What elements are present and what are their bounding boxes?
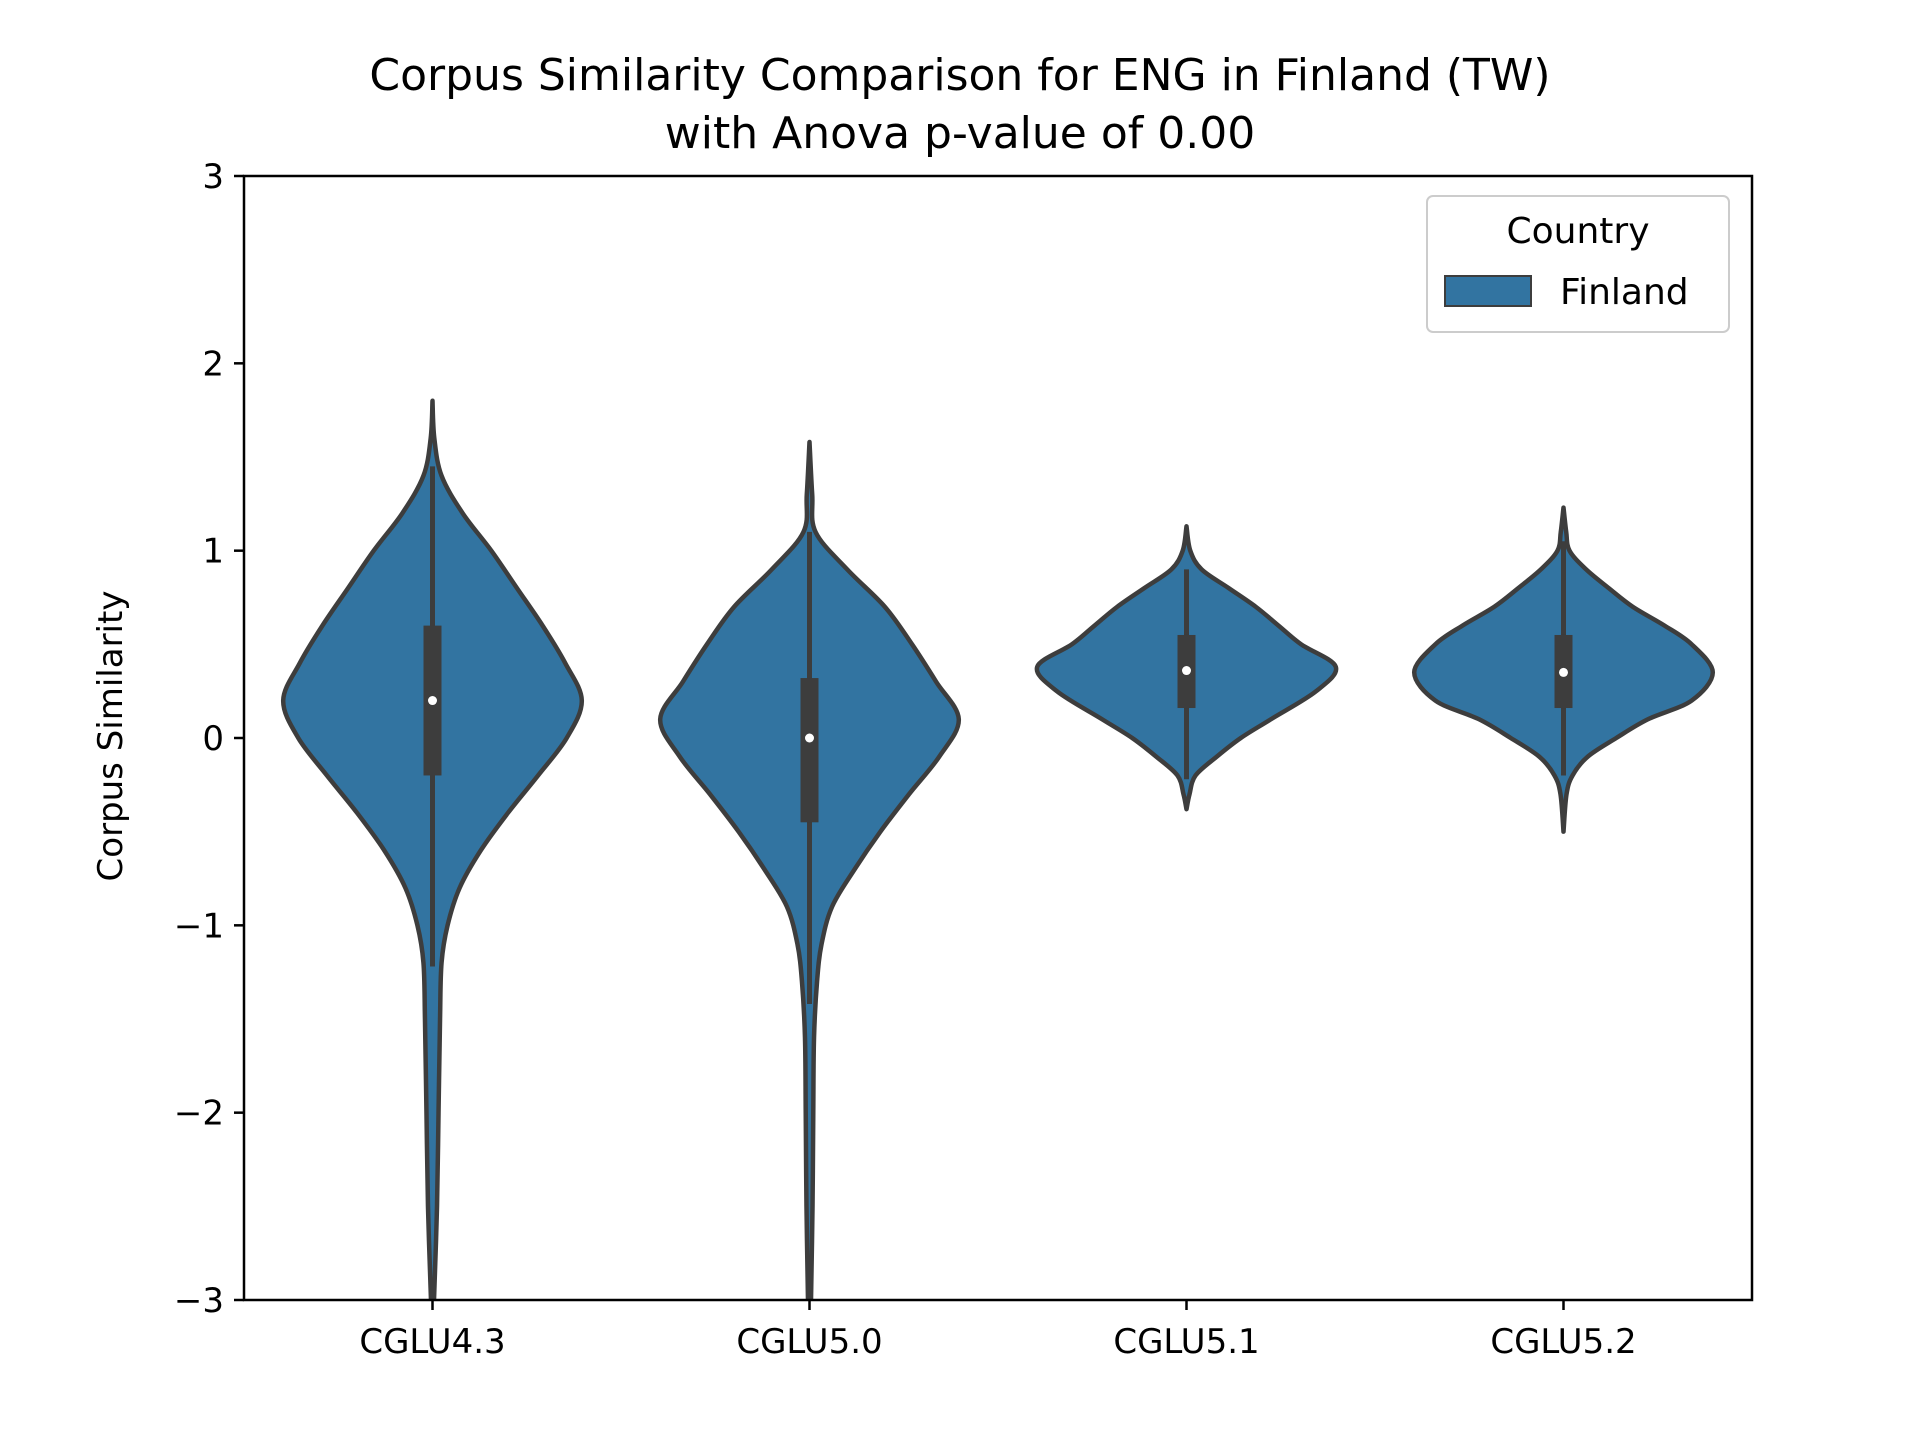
y-tick-label: 0 bbox=[202, 719, 224, 759]
x-tick-label: CGLU4.3 bbox=[359, 1322, 505, 1362]
y-tick-label: 2 bbox=[202, 344, 224, 384]
chart-title: Corpus Similarity Comparison for ENG in … bbox=[369, 50, 1551, 101]
y-tick-label: 3 bbox=[202, 157, 224, 197]
median-dot-cglu5-1 bbox=[1182, 666, 1191, 676]
y-tick-label: −3 bbox=[174, 1281, 224, 1321]
y-axis-label: Corpus Similarity bbox=[91, 591, 131, 882]
iqr-box-cglu5-0 bbox=[800, 678, 819, 823]
median-dot-cglu4-3 bbox=[428, 696, 437, 706]
y-tick-label: −1 bbox=[174, 906, 224, 946]
y-tick-label: −2 bbox=[174, 1094, 224, 1134]
x-tick-label: CGLU5.2 bbox=[1490, 1322, 1636, 1362]
median-dot-cglu5-2 bbox=[1559, 667, 1568, 677]
x-tick-label: CGLU5.0 bbox=[736, 1322, 882, 1362]
legend-swatch-finland bbox=[1444, 275, 1532, 307]
median-dot-cglu5-0 bbox=[805, 733, 814, 743]
y-tick-label: 1 bbox=[202, 532, 224, 572]
legend-entry-finland: Finland bbox=[1560, 272, 1689, 313]
legend: Country Finland bbox=[1426, 195, 1730, 333]
plot-area bbox=[280, 398, 1716, 1300]
legend-title: Country bbox=[1506, 211, 1649, 252]
x-tick-label: CGLU5.1 bbox=[1113, 1322, 1259, 1362]
axes: −3 −2 −1 0 1 2 3 CGLU4.3 CGLU5.0 CGLU5.1 CGLU5.2 bbox=[174, 157, 1754, 1362]
chart-subtitle: with Anova p-value of 0.00 bbox=[664, 108, 1256, 159]
